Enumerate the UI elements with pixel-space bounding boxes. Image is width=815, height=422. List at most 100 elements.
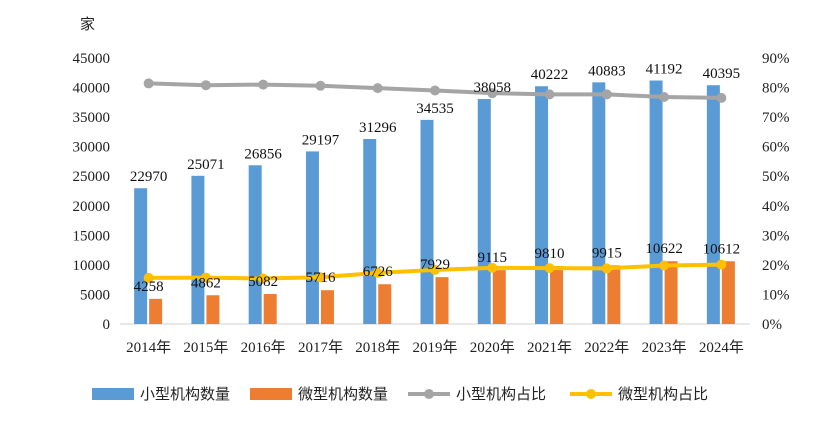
data-label-小型机构数量: 40395 (703, 66, 741, 82)
bar-小型机构数量 (248, 165, 262, 324)
x-tick-label: 2019年 (412, 339, 457, 356)
data-label-小型机构数量: 40222 (531, 67, 569, 83)
bar-小型机构数量 (477, 99, 491, 324)
data-label-微型机构数量: 5716 (305, 270, 336, 286)
bar-小型机构数量 (363, 139, 377, 324)
lines-group (143, 78, 727, 284)
bar-微型机构数量 (320, 290, 334, 324)
right-tick-label: 70% (762, 110, 790, 126)
right-axis-ticks: 0% 10% 20% 30% 40% 50% 60% 70% 80% 90% (762, 51, 790, 333)
data-label-微型机构数量: 9115 (478, 250, 507, 266)
data-label-微型机构数量: 7929 (420, 257, 450, 273)
data-label-小型机构数量: 25071 (187, 157, 225, 173)
y-axis-unit-label: 家 (80, 15, 95, 33)
left-tick-label: 5000 (80, 287, 110, 303)
data-label-小型机构数量: 34535 (416, 101, 454, 117)
left-tick-label: 10000 (73, 258, 111, 274)
bar-小型机构数量 (649, 80, 663, 324)
bar-小型机构数量 (706, 85, 720, 324)
bar-微型机构数量 (664, 261, 678, 324)
point-小型机构占比 (200, 80, 211, 91)
point-微型机构占比 (430, 264, 440, 275)
left-tick-label: 0 (103, 317, 111, 333)
bars-group (134, 80, 735, 325)
data-label-微型机构数量: 4862 (191, 275, 221, 291)
data-label-小型机构数量: 31296 (359, 120, 397, 136)
point-微型机构占比 (601, 263, 612, 274)
left-tick-label: 25000 (73, 169, 111, 185)
x-tick-label: 2018年 (355, 339, 400, 356)
data-labels-group: 22970 25071 26856 29197 31296 34535 38058 40222… (130, 62, 740, 295)
data-label-小型机构数量: 29197 (302, 132, 340, 148)
bar-微型机构数量 (607, 265, 621, 324)
right-tick-label: 30% (762, 228, 790, 244)
point-小型机构占比 (143, 78, 154, 89)
point-小型机构占比 (659, 92, 670, 103)
right-tick-label: 90% (762, 51, 790, 67)
x-tick-label: 2015年 (183, 339, 228, 356)
point-小型机构占比 (487, 88, 498, 99)
bar-小型机构数量 (420, 119, 434, 325)
left-tick-label: 40000 (73, 81, 111, 97)
left-tick-label: 15000 (73, 228, 111, 244)
bar-小型机构数量 (191, 175, 205, 324)
point-小型机构占比 (601, 89, 612, 100)
right-tick-label: 20% (762, 258, 790, 274)
bar-小型机构数量 (134, 188, 148, 324)
bar-微型机构数量 (550, 266, 564, 324)
left-tick-label: 20000 (73, 199, 111, 215)
x-tick-label: 2024年 (699, 339, 744, 356)
left-tick-label: 30000 (73, 140, 111, 156)
point-小型机构占比 (258, 79, 269, 90)
legend-label-微型机构占比: 微型机构占比 (618, 385, 708, 403)
data-label-微型机构数量: 10622 (645, 241, 683, 257)
right-tick-label: 40% (762, 199, 790, 215)
data-label-小型机构数量: 26856 (244, 146, 282, 162)
bar-小型机构数量 (535, 86, 549, 324)
bar-小型机构数量 (592, 82, 606, 324)
point-小型机构占比 (544, 89, 555, 100)
x-tick-label: 2022年 (584, 339, 629, 356)
point-微型机构占比 (716, 259, 727, 270)
x-tick-label: 2023年 (642, 339, 687, 356)
x-axis-ticks: 2014年 2015年 2016年 2017年 2018年 2019年 2020年 2021年… (126, 339, 744, 356)
left-tick-label: 35000 (73, 110, 111, 126)
bar-微型机构数量 (206, 295, 220, 324)
x-tick-label: 2016年 (241, 339, 286, 356)
legend-swatch-小型机构数量 (92, 388, 134, 400)
left-tick-label: 45000 (73, 51, 111, 67)
legend-marker-小型机构占比 (424, 389, 434, 399)
data-label-微型机构数量: 6726 (363, 264, 394, 280)
data-label-微型机构数量: 10612 (703, 241, 741, 257)
x-tick-label: 2021年 (527, 339, 572, 356)
point-微型机构占比 (200, 272, 211, 283)
x-tick-label: 2017年 (298, 339, 343, 356)
data-label-小型机构数量: 40883 (588, 63, 626, 79)
point-小型机构占比 (372, 83, 383, 94)
left-axis-ticks: 0 5000 10000 15000 20000 25000 30000 35000 40000… (73, 51, 111, 333)
legend-swatch-微型机构数量 (250, 388, 292, 400)
legend-label-小型机构数量: 小型机构数量 (140, 385, 230, 403)
point-微型机构占比 (487, 262, 498, 273)
point-微型机构占比 (315, 272, 326, 283)
point-微型机构占比 (143, 272, 154, 283)
legend-label-微型机构数量: 微型机构数量 (298, 385, 388, 403)
point-小型机构占比 (430, 85, 440, 96)
right-tick-label: 60% (762, 140, 790, 156)
right-tick-label: 80% (762, 81, 790, 97)
x-tick-label: 2020年 (470, 339, 515, 356)
data-label-微型机构数量: 9915 (592, 245, 622, 261)
bar-微型机构数量 (378, 284, 392, 324)
bar-微型机构数量 (492, 270, 506, 324)
data-label-小型机构数量: 22970 (130, 169, 168, 185)
x-tick-label: 2014年 (126, 339, 171, 356)
legend: 小型机构数量 微型机构数量 小型机构占比 微型机构占比 (92, 385, 708, 403)
bar-微型机构数量 (721, 261, 735, 324)
bar-小型机构数量 (305, 151, 319, 324)
point-微型机构占比 (258, 273, 269, 284)
point-小型机构占比 (716, 92, 727, 103)
bar-微型机构数量 (149, 298, 163, 324)
right-tick-label: 10% (762, 287, 790, 303)
legend-label-小型机构占比: 小型机构占比 (456, 385, 546, 403)
